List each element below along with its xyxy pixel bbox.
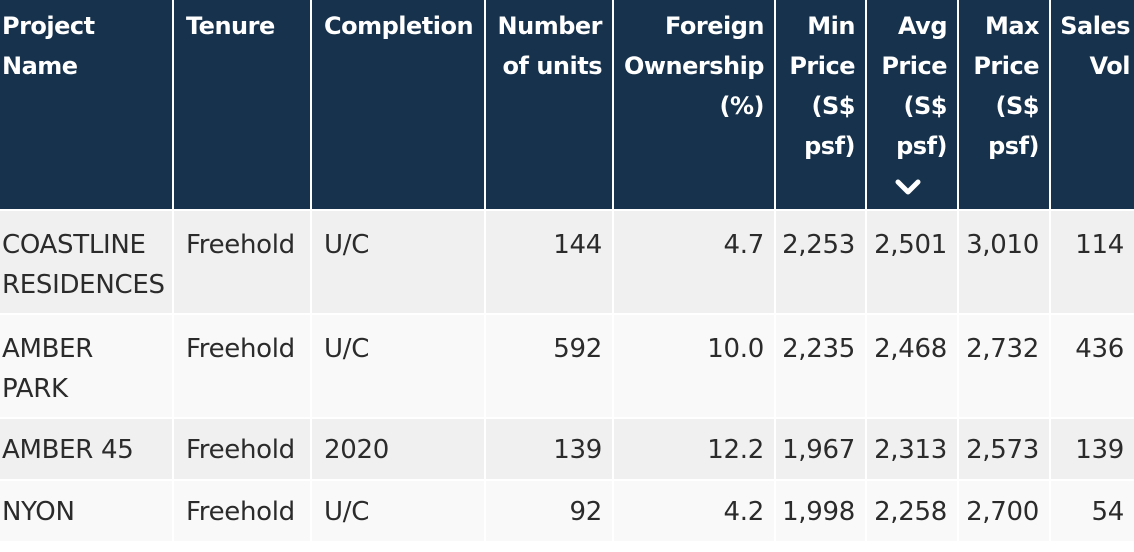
cell-tenure: Freehold — [173, 314, 312, 419]
cell-tenure: Freehold — [173, 210, 312, 315]
cell-max-price: 2,573 — [958, 418, 1051, 481]
cell-completion: 2020 — [311, 418, 486, 481]
cell-sales-vol: 54 — [1050, 480, 1134, 543]
cell-project-name: AMBER PARK — [0, 314, 174, 419]
cell-number-of-units: 92 — [485, 480, 614, 543]
cell-project-name: COASTLINE RESIDENCES — [0, 210, 174, 315]
cell-completion: U/C — [311, 314, 486, 419]
cell-min-price: 1,998 — [775, 480, 867, 543]
header-row: Project Name Tenure Completion Number of… — [0, 0, 1134, 211]
header-completion[interactable]: Completion — [311, 0, 486, 211]
cell-min-price: 2,235 — [775, 314, 867, 419]
table-row: AMBER 45 Freehold 2020 139 12.2 1,967 2,… — [0, 418, 1134, 481]
table-row: NYON Freehold U/C 92 4.2 1,998 2,258 2,7… — [0, 480, 1134, 543]
header-sales-vol[interactable]: Sales Vol — [1050, 0, 1134, 211]
chevron-down-icon[interactable] — [869, 168, 947, 208]
table-row: AMBER PARK Freehold U/C 592 10.0 2,235 2… — [0, 314, 1134, 419]
cell-max-price: 2,732 — [958, 314, 1051, 419]
table-body: COASTLINE RESIDENCES Freehold U/C 144 4.… — [0, 210, 1134, 543]
header-project-name[interactable]: Project Name — [0, 0, 174, 211]
header-number-of-units[interactable]: Number of units — [485, 0, 614, 211]
cell-avg-price: 2,468 — [866, 314, 959, 419]
cell-tenure: Freehold — [173, 480, 312, 543]
cell-number-of-units: 592 — [485, 314, 614, 419]
cell-sales-vol: 139 — [1050, 418, 1134, 481]
header-foreign-ownership[interactable]: Foreign Ownership (%) — [613, 0, 776, 211]
cell-project-name: NYON — [0, 480, 174, 543]
cell-min-price: 1,967 — [775, 418, 867, 481]
cell-foreign-ownership: 10.0 — [613, 314, 776, 419]
cell-number-of-units: 139 — [485, 418, 614, 481]
header-avg-price[interactable]: Avg Price (S$ psf) — [866, 0, 959, 211]
header-max-price[interactable]: Max Price (S$ psf) — [958, 0, 1051, 211]
cell-foreign-ownership: 12.2 — [613, 418, 776, 481]
cell-max-price: 3,010 — [958, 210, 1051, 315]
header-tenure[interactable]: Tenure — [173, 0, 312, 211]
cell-foreign-ownership: 4.2 — [613, 480, 776, 543]
cell-tenure: Freehold — [173, 418, 312, 481]
header-min-price[interactable]: Min Price (S$ psf) — [775, 0, 867, 211]
cell-avg-price: 2,501 — [866, 210, 959, 315]
cell-completion: U/C — [311, 210, 486, 315]
cell-min-price: 2,253 — [775, 210, 867, 315]
table-row: COASTLINE RESIDENCES Freehold U/C 144 4.… — [0, 210, 1134, 315]
cell-foreign-ownership: 4.7 — [613, 210, 776, 315]
cell-sales-vol: 436 — [1050, 314, 1134, 419]
cell-sales-vol: 114 — [1050, 210, 1134, 315]
cell-avg-price: 2,313 — [866, 418, 959, 481]
cell-max-price: 2,700 — [958, 480, 1051, 543]
cell-completion: U/C — [311, 480, 486, 543]
table-header: Project Name Tenure Completion Number of… — [0, 0, 1134, 211]
cell-project-name: AMBER 45 — [0, 418, 174, 481]
cell-number-of-units: 144 — [485, 210, 614, 315]
cell-avg-price: 2,258 — [866, 480, 959, 543]
